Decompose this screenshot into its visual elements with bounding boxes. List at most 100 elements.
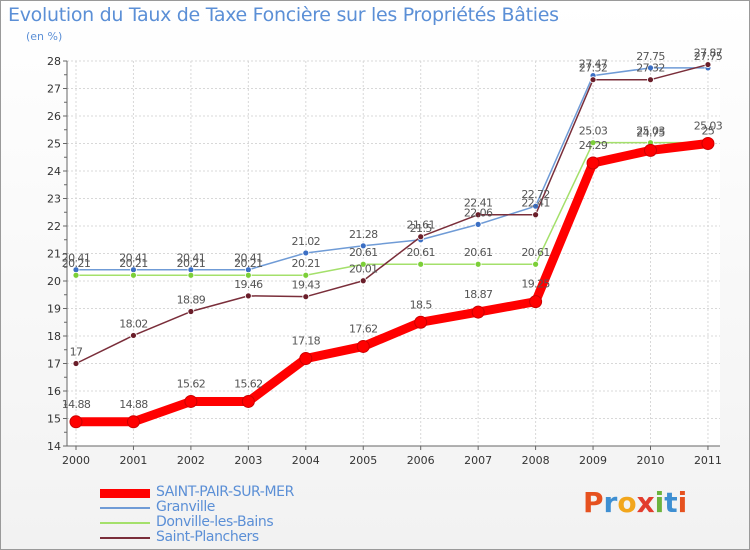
data-label: 20.41: [234, 252, 263, 265]
data-point: [359, 242, 367, 250]
logo-letter: P: [583, 486, 604, 519]
data-label: 22.06: [464, 206, 493, 219]
data-label: 27.47: [579, 58, 608, 71]
data-label: 20.61: [464, 246, 493, 259]
series-line: [75, 141, 709, 276]
data-point: [126, 415, 140, 429]
legend-label: Saint-Planchers: [156, 529, 259, 545]
data-point: [417, 233, 425, 241]
logo-letter: r: [603, 486, 618, 519]
data-point: [474, 211, 482, 219]
y-tick-label: 19: [47, 303, 61, 316]
data-point: [474, 220, 482, 228]
data-point: [471, 305, 485, 319]
data-label: 25.03: [579, 125, 608, 138]
data-point: [302, 271, 310, 279]
y-tick-label: 16: [47, 385, 61, 398]
y-tick-label: 23: [47, 193, 61, 206]
data-label: 18.87: [464, 288, 493, 301]
legend-swatch: [100, 522, 150, 524]
data-point: [589, 76, 597, 84]
x-tick-label: 2003: [234, 454, 262, 467]
x-tick-label: 2008: [522, 454, 550, 467]
proxiti-logo: Proxiti: [583, 486, 687, 519]
data-label: 27.32: [579, 62, 608, 75]
data-label: 20.41: [177, 252, 206, 265]
data-point: [302, 293, 310, 301]
y-tick-label: 15: [47, 413, 61, 426]
data-label: 27.87: [694, 47, 723, 60]
data-point: [532, 260, 539, 268]
x-tick-label: 2005: [349, 454, 377, 467]
data-point: [647, 64, 654, 72]
data-label: 22.41: [464, 197, 493, 210]
data-point: [417, 260, 425, 268]
data-label: 20.21: [292, 257, 321, 270]
data-point: [474, 260, 482, 268]
y-tick-label: 28: [47, 55, 61, 68]
data-point: [299, 352, 313, 366]
data-point: [356, 339, 370, 353]
series-line: [75, 67, 709, 271]
data-label: 25.03: [636, 125, 665, 138]
data-label: 15.62: [177, 377, 206, 390]
data-label: 14.88: [62, 398, 91, 411]
logo-letter: x: [636, 486, 655, 519]
data-point: [359, 277, 367, 285]
data-label: 22.41: [521, 197, 550, 210]
data-point: [244, 292, 252, 300]
data-label: 27.75: [636, 50, 665, 63]
chart-title: Evolution du Taux de Taxe Foncière sur l…: [8, 4, 559, 26]
data-label: 27.32: [636, 62, 665, 75]
data-point: [704, 61, 712, 68]
y-tick-label: 26: [47, 110, 61, 123]
data-label: 20.01: [349, 263, 378, 276]
data-label: 21.02: [292, 235, 321, 248]
data-point: [532, 211, 539, 219]
x-tick-label: 2000: [62, 454, 90, 467]
y-tick-label: 22: [47, 220, 61, 233]
data-label: 25.03: [694, 120, 723, 133]
data-label: 20.21: [119, 257, 148, 270]
data-label: 18.02: [119, 317, 148, 330]
data-point: [589, 139, 597, 147]
series-line: [75, 63, 709, 365]
legend-swatch: [100, 507, 150, 509]
y-tick-label: 14: [47, 440, 61, 453]
data-label: 25: [702, 125, 715, 138]
data-point: [302, 249, 310, 257]
data-label: 18.89: [177, 294, 206, 307]
data-point: [359, 260, 367, 268]
logo-letter: i: [654, 486, 665, 519]
logo-letter: t: [664, 486, 678, 519]
data-point: [644, 143, 657, 157]
x-tick-label: 2009: [579, 454, 607, 467]
data-point: [241, 394, 255, 408]
data-label: 24.75: [636, 126, 665, 139]
data-label: 27.75: [694, 50, 723, 63]
data-point: [184, 394, 198, 408]
series-line: [71, 139, 713, 427]
data-label: 20.61: [349, 246, 378, 259]
legend-swatch: [100, 537, 150, 539]
x-tick-label: 2010: [637, 454, 665, 467]
data-point: [130, 332, 137, 339]
logo-letter: i: [677, 486, 688, 519]
data-label: 21.61: [406, 219, 435, 232]
data-point: [72, 271, 80, 279]
data-label: 24.29: [579, 139, 608, 152]
data-point: [187, 271, 195, 279]
legend-label: Granville: [156, 499, 216, 515]
data-label: 19.46: [234, 278, 263, 291]
data-label: 21.28: [349, 228, 378, 241]
data-point: [414, 315, 428, 329]
y-tick-label: 18: [47, 330, 61, 343]
y-tick-label: 25: [47, 138, 61, 151]
data-label: 21.5: [410, 222, 433, 235]
legend-label: Donville-les-Bains: [156, 514, 274, 530]
data-label: 18.5: [410, 298, 433, 311]
data-point: [130, 271, 137, 279]
data-label: 20.41: [62, 252, 91, 265]
data-point: [187, 308, 195, 315]
